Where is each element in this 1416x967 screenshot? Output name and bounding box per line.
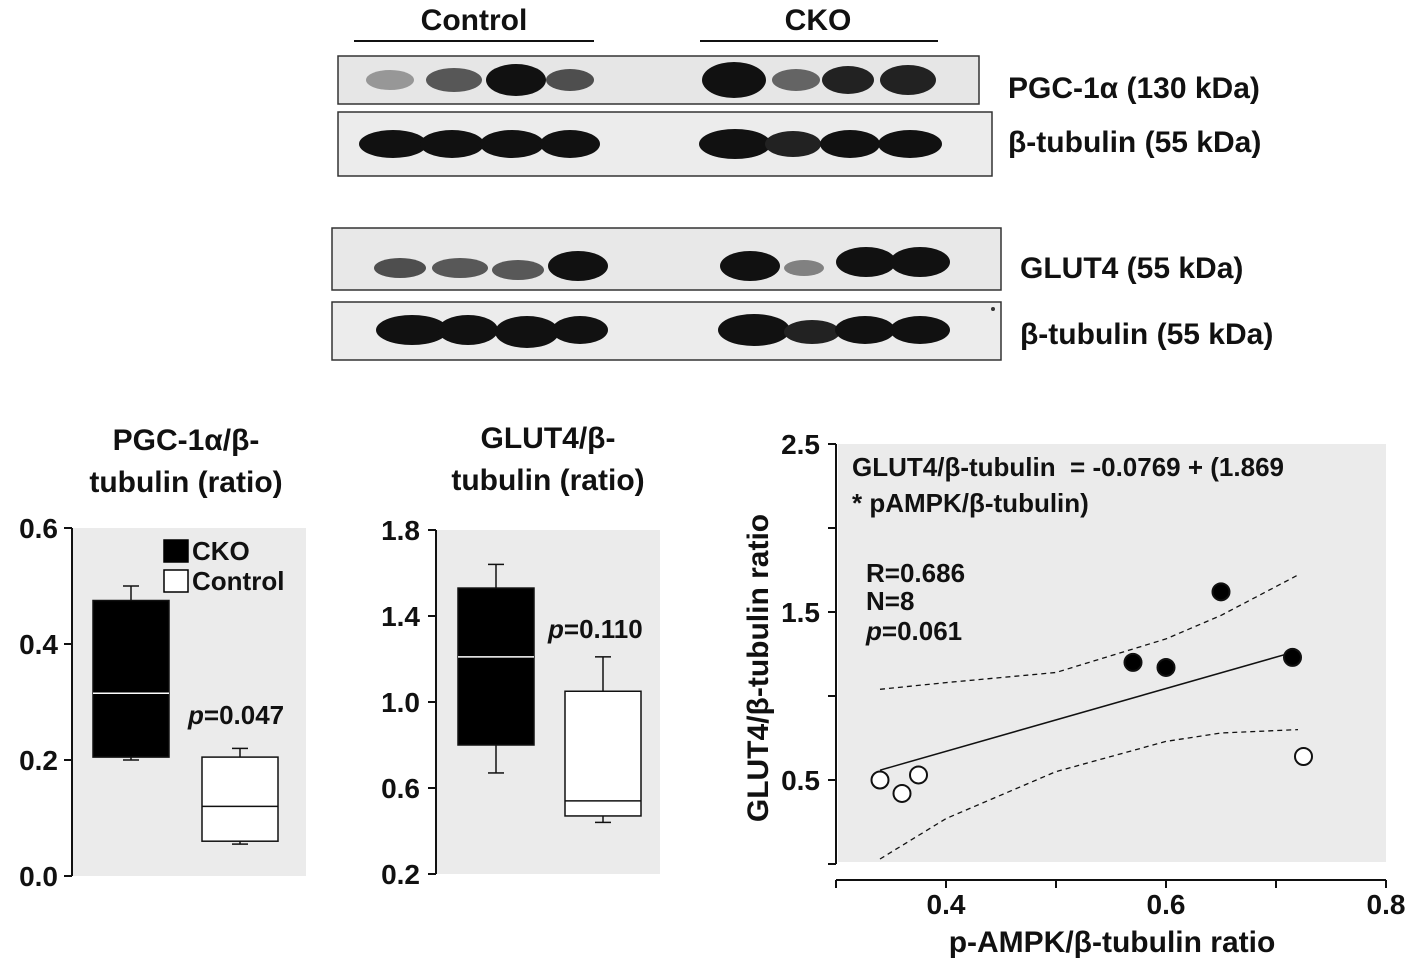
chart-regression-stat-p: p=0.061 bbox=[865, 616, 962, 646]
chart-regression-ytick-label-0: 0.5 bbox=[781, 765, 820, 796]
blot-strip-tubulin-2 bbox=[331, 301, 1002, 361]
chart-glut4-boxes bbox=[457, 563, 642, 824]
chart-glut4-ytick-label-2: 1.0 bbox=[381, 687, 420, 718]
chart-regression-points bbox=[870, 582, 1313, 803]
chart-glut4-title-line-1: GLUT4/β- bbox=[481, 422, 616, 455]
chart-glut4-ytick-label-1: 0.6 bbox=[381, 773, 420, 804]
chart-glut4-box-cko bbox=[457, 587, 535, 746]
chart-pgc1a-legend-label-control: Control bbox=[192, 566, 284, 596]
chart-pgc1a-title-line-2: tubulin (ratio) bbox=[89, 466, 282, 499]
chart-regression-point-cko-2 bbox=[1211, 582, 1231, 602]
chart-regression-ytick-label-1: 1.5 bbox=[781, 597, 820, 628]
chart-pgc1a-title-line-1: PGC-1α/β- bbox=[113, 424, 260, 457]
chart-glut4-ytick-label-3: 1.4 bbox=[381, 601, 420, 632]
chart-regression-ci-lower bbox=[879, 728, 1299, 860]
chart-regression-stat-r: R=0.686 bbox=[866, 558, 965, 588]
blot-row-label-pgc1a: PGC-1α (130 kDa) bbox=[1008, 72, 1260, 105]
chart-regression-stat-n: N=8 bbox=[866, 586, 914, 616]
chart-pgc1a-ytick-label-2: 0.4 bbox=[19, 629, 58, 660]
chart-glut4-box-control bbox=[564, 690, 642, 817]
chart-glut4-yticks bbox=[428, 529, 436, 875]
chart-regression: 0.5 1.5 2.5 0.4 0.6 0.8 p-AMPK/β-tubulin… bbox=[742, 429, 1405, 959]
chart-regression-xtick-label-2: 0.8 bbox=[1367, 889, 1406, 920]
chart-pgc1a-ytick-label-1: 0.2 bbox=[19, 745, 58, 776]
chart-pgc1a-box-control bbox=[201, 756, 279, 842]
chart-pgc1a-legend-swatch-cko bbox=[163, 539, 189, 563]
chart-pgc1a-boxes bbox=[92, 585, 279, 845]
chart-regression-ytick-label-2: 2.5 bbox=[781, 429, 820, 460]
blot-strip-pgc1a bbox=[337, 55, 980, 105]
chart-pgc1a-yticks bbox=[64, 527, 72, 877]
blot-group-label-cko: CKO bbox=[785, 4, 852, 37]
chart-regression-xtick-label-1: 0.6 bbox=[1147, 889, 1186, 920]
chart-regression-lines bbox=[879, 574, 1299, 860]
blot-strip-tubulin-1 bbox=[337, 111, 993, 177]
chart-regression-point-cko-1 bbox=[1156, 657, 1176, 677]
chart-regression-point-control-0 bbox=[870, 770, 890, 790]
chart-regression-yticks bbox=[828, 443, 836, 865]
chart-pgc1a-ytick-label-0: 0.0 bbox=[19, 861, 58, 892]
blot-row-label-tubulin-2: β-tubulin (55 kDa) bbox=[1020, 318, 1273, 351]
blot-row-label-glut4: GLUT4 (55 kDa) bbox=[1020, 252, 1243, 285]
blot-row-label-tubulin-1: β-tubulin (55 kDa) bbox=[1008, 126, 1261, 159]
blot-strip-glut4 bbox=[331, 227, 1002, 291]
chart-regression-point-control-2 bbox=[909, 765, 928, 785]
chart-regression-point-control-3 bbox=[1294, 746, 1313, 766]
chart-regression-ylabel: GLUT4/β-tubulin ratio bbox=[742, 514, 775, 822]
chart-pgc1a-pvalue: p=0.047 bbox=[187, 700, 284, 730]
chart-regression-xticks bbox=[835, 880, 1387, 888]
chart-regression-point-cko-0 bbox=[1123, 652, 1143, 672]
blot-panel: Control CKO PGC-1α (130 kDa) bbox=[331, 4, 1273, 361]
chart-regression-equation-line-1: GLUT4/β-tubulin = -0.0769 + (1.869 bbox=[852, 452, 1284, 482]
chart-regression-point-cko-3 bbox=[1283, 647, 1302, 667]
chart-regression-point-control-1 bbox=[892, 783, 912, 803]
chart-regression-equation-line-2: * pAMPK/β-tubulin) bbox=[852, 488, 1089, 518]
chart-pgc1a-legend-label-cko: CKO bbox=[192, 536, 250, 566]
chart-glut4-title-line-2: tubulin (ratio) bbox=[451, 464, 644, 497]
chart-pgc1a-box-cko bbox=[92, 599, 170, 758]
chart-pgc1a-legend-swatch-control bbox=[163, 569, 189, 593]
chart-pgc1a-ytick-label-3: 0.6 bbox=[19, 513, 58, 544]
blot-group-label-control: Control bbox=[421, 4, 528, 37]
chart-regression-fit-line bbox=[879, 651, 1293, 771]
chart-regression-xtick-label-0: 0.4 bbox=[927, 889, 966, 920]
chart-glut4: GLUT4/β- tubulin (ratio) 0.2 0.6 1.0 1.4… bbox=[381, 422, 660, 890]
chart-regression-xlabel: p-AMPK/β-tubulin ratio bbox=[949, 926, 1276, 959]
chart-glut4-pvalue: p=0.110 bbox=[547, 614, 643, 644]
chart-glut4-ytick-label-4: 1.8 bbox=[381, 515, 420, 546]
chart-pgc1a: PGC-1α/β- tubulin (ratio) 0.0 0.2 0.4 0.… bbox=[19, 424, 306, 892]
chart-glut4-ytick-label-0: 0.2 bbox=[381, 859, 420, 890]
chart-regression-ci-upper bbox=[879, 574, 1299, 690]
